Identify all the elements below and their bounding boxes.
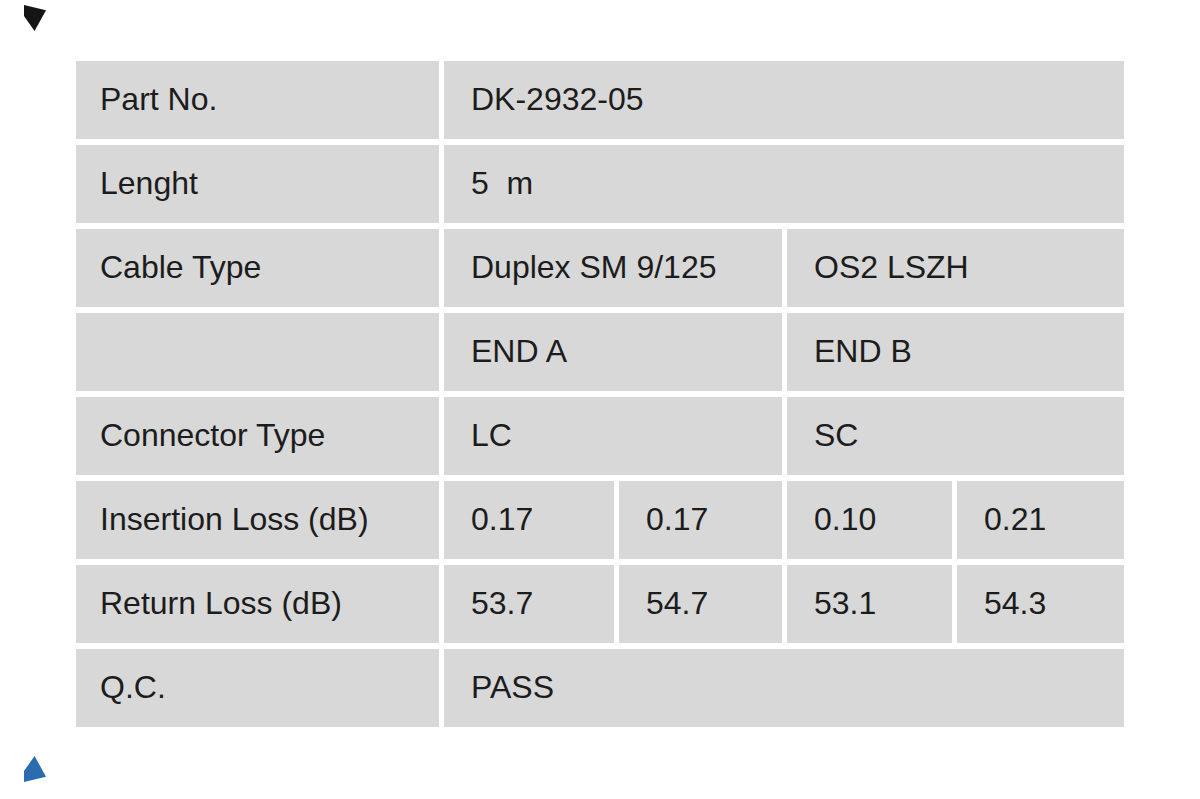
return-loss-value-2: 54.7	[619, 565, 782, 643]
table-row-ends-header: END A END B	[76, 313, 1124, 391]
table-row-qc: Q.C. PASS	[76, 649, 1124, 727]
table-row-connector-type: Connector Type LC SC	[76, 397, 1124, 475]
return-loss-value-1: 53.7	[444, 565, 614, 643]
photo-corner-mark-bottom-icon	[24, 756, 46, 782]
table-row-length: Lenght 5 m	[76, 145, 1124, 223]
photo-corner-mark-top-icon	[24, 5, 46, 31]
insertion-loss-value-1: 0.17	[444, 481, 614, 559]
ends-header-empty-cell	[76, 313, 439, 391]
table-row-cable-type: Cable Type Duplex SM 9/125 OS2 LSZH	[76, 229, 1124, 307]
qc-value: PASS	[444, 649, 1124, 727]
insertion-loss-value-3: 0.10	[787, 481, 952, 559]
connector-type-end-a: LC	[444, 397, 782, 475]
qc-label: Q.C.	[76, 649, 439, 727]
cable-type-label: Cable Type	[76, 229, 439, 307]
cable-type-value-1: Duplex SM 9/125	[444, 229, 782, 307]
part-no-label: Part No.	[76, 61, 439, 139]
length-label: Lenght	[76, 145, 439, 223]
end-a-header: END A	[444, 313, 782, 391]
cable-spec-table: Part No. DK-2932-05 Lenght 5 m Cable Typ…	[76, 61, 1124, 727]
connector-type-label: Connector Type	[76, 397, 439, 475]
return-loss-value-4: 54.3	[957, 565, 1124, 643]
insertion-loss-label: Insertion Loss (dB)	[76, 481, 439, 559]
table-row-insertion-loss: Insertion Loss (dB) 0.17 0.17 0.10 0.21	[76, 481, 1124, 559]
cable-type-value-2: OS2 LSZH	[787, 229, 1124, 307]
connector-type-end-b: SC	[787, 397, 1124, 475]
end-b-header: END B	[787, 313, 1124, 391]
insertion-loss-value-4: 0.21	[957, 481, 1124, 559]
return-loss-label: Return Loss (dB)	[76, 565, 439, 643]
table-row-part-no: Part No. DK-2932-05	[76, 61, 1124, 139]
table-row-return-loss: Return Loss (dB) 53.7 54.7 53.1 54.3	[76, 565, 1124, 643]
part-no-value: DK-2932-05	[444, 61, 1124, 139]
insertion-loss-value-2: 0.17	[619, 481, 782, 559]
length-value: 5 m	[444, 145, 1124, 223]
return-loss-value-3: 53.1	[787, 565, 952, 643]
